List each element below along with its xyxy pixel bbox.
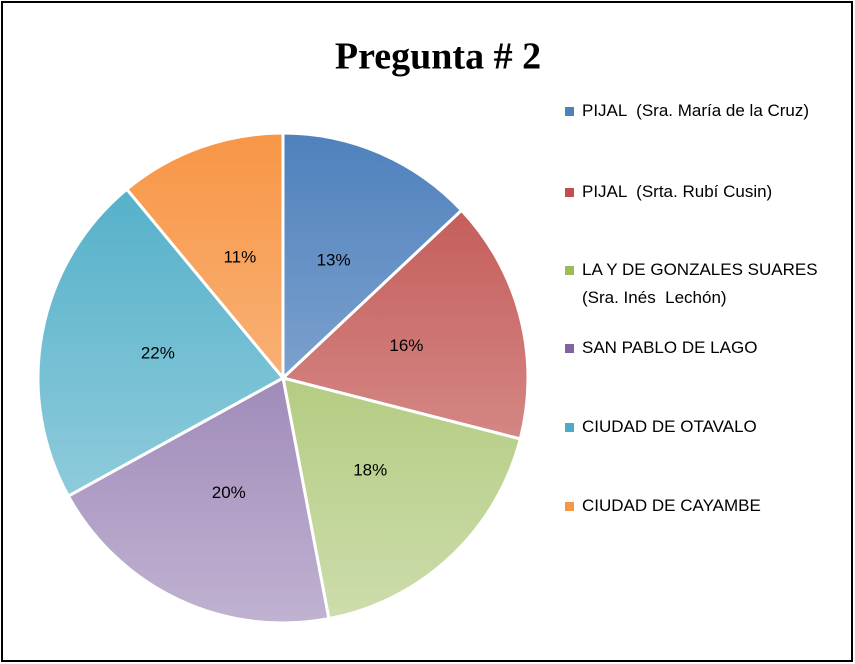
pie-slice bbox=[124, 131, 285, 383]
data-label: 22% bbox=[141, 344, 175, 363]
legend-label: CIUDAD DE OTAVALO bbox=[582, 417, 757, 436]
pie-slice bbox=[281, 131, 464, 382]
legend-label: CIUDAD DE CAYAMBE bbox=[582, 496, 761, 515]
data-label: 11% bbox=[223, 248, 256, 267]
data-label: 16% bbox=[389, 336, 423, 355]
legend-label: SAN PABLO DE LAGO bbox=[582, 338, 758, 357]
legend-swatch bbox=[565, 502, 574, 511]
legend-swatch bbox=[565, 423, 574, 432]
pie-slice bbox=[281, 375, 523, 621]
pie-slice bbox=[279, 208, 530, 441]
data-label: 13% bbox=[317, 251, 351, 270]
legend-label: PIJAL (Srta. Rubí Cusin) bbox=[582, 182, 773, 201]
pie-slice bbox=[66, 375, 331, 625]
legend-swatch bbox=[565, 344, 574, 353]
chart-title: Pregunta # 2 bbox=[335, 36, 541, 78]
legend-swatch bbox=[565, 107, 574, 116]
legend-swatch bbox=[565, 188, 574, 197]
legend-label: PIJAL (Sra. María de la Cruz) bbox=[582, 101, 810, 120]
legend-label: LA Y DE GONZALES SUARES (Sra. Inés Lechó… bbox=[582, 260, 823, 307]
data-label: 20% bbox=[212, 483, 246, 502]
pie-slice bbox=[36, 187, 286, 499]
legend-swatch bbox=[565, 266, 574, 275]
data-label: 18% bbox=[353, 460, 387, 479]
